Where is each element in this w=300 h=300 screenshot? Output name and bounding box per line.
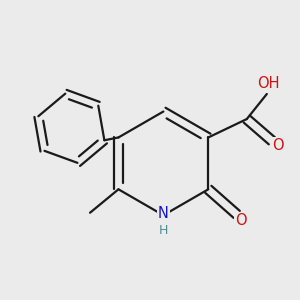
- Text: O: O: [235, 213, 247, 228]
- Text: N: N: [158, 206, 169, 221]
- Text: H: H: [159, 224, 168, 237]
- Text: O: O: [272, 138, 284, 153]
- Text: OH: OH: [257, 76, 280, 92]
